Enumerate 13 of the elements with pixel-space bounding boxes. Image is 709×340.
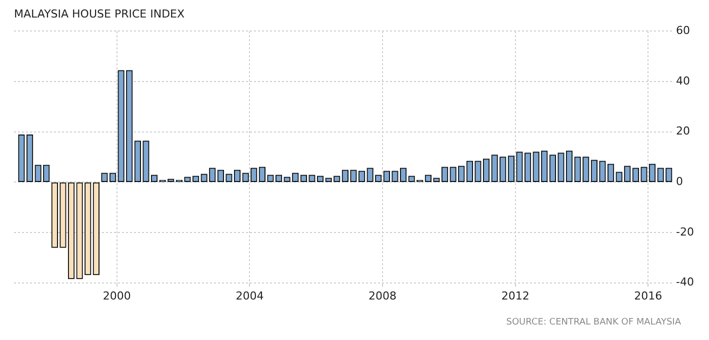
y-tick-label: 60 — [676, 24, 690, 38]
y-tick-label: -20 — [676, 225, 694, 238]
x-tick-label: 2000 — [102, 289, 131, 302]
x-tick-label: 2004 — [236, 289, 264, 302]
y-tick-label: -40 — [676, 276, 694, 289]
x-tick-label: 2008 — [368, 289, 397, 302]
x-tick-label: 2012 — [501, 289, 530, 302]
y-tick-label: 20 — [676, 124, 690, 138]
y-tick-label: 0 — [676, 175, 684, 188]
chart-title: MALAYSIA HOUSE PRICE INDEX — [14, 7, 185, 20]
x-tick-label: 2016 — [634, 289, 662, 302]
source-note: SOURCE: CENTRAL BANK OF MALAYSIA — [506, 317, 682, 328]
y-tick-label: 40 — [676, 74, 690, 88]
